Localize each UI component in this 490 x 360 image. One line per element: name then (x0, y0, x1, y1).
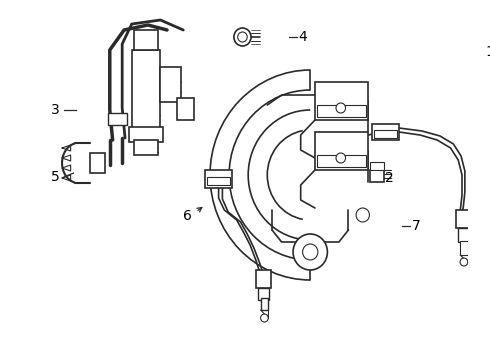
Bar (315, 82, 368, 120)
Circle shape (261, 314, 268, 322)
Bar (256, 270, 271, 288)
Bar (315, 132, 368, 170)
Circle shape (336, 103, 345, 113)
Circle shape (238, 32, 247, 42)
Bar (258, 288, 269, 300)
Text: 6: 6 (183, 209, 192, 223)
Circle shape (356, 208, 369, 222)
Bar (207, 177, 230, 185)
Bar (205, 170, 232, 188)
Text: 3: 3 (51, 103, 60, 117)
Bar (108, 113, 127, 125)
Circle shape (336, 153, 345, 163)
Bar (370, 170, 384, 182)
Bar (374, 130, 397, 138)
Bar (317, 155, 366, 167)
Circle shape (303, 244, 318, 260)
Bar (176, 98, 194, 120)
Bar (460, 241, 468, 255)
Bar (370, 162, 384, 170)
Text: 2: 2 (385, 171, 393, 185)
Bar (372, 124, 399, 140)
Bar (160, 67, 181, 102)
Bar (261, 298, 268, 310)
Bar (458, 228, 469, 242)
Bar (129, 127, 163, 142)
Text: 7: 7 (413, 219, 421, 233)
Bar (317, 105, 366, 117)
Bar (134, 140, 158, 155)
Text: 4: 4 (298, 30, 307, 44)
Text: 5: 5 (51, 170, 60, 184)
Circle shape (234, 28, 251, 46)
Text: 1: 1 (485, 45, 490, 59)
Circle shape (359, 211, 367, 219)
Bar (134, 30, 158, 50)
Circle shape (460, 258, 468, 266)
Bar (456, 210, 471, 228)
Bar (90, 153, 105, 173)
Circle shape (293, 234, 327, 270)
Bar (132, 50, 160, 130)
